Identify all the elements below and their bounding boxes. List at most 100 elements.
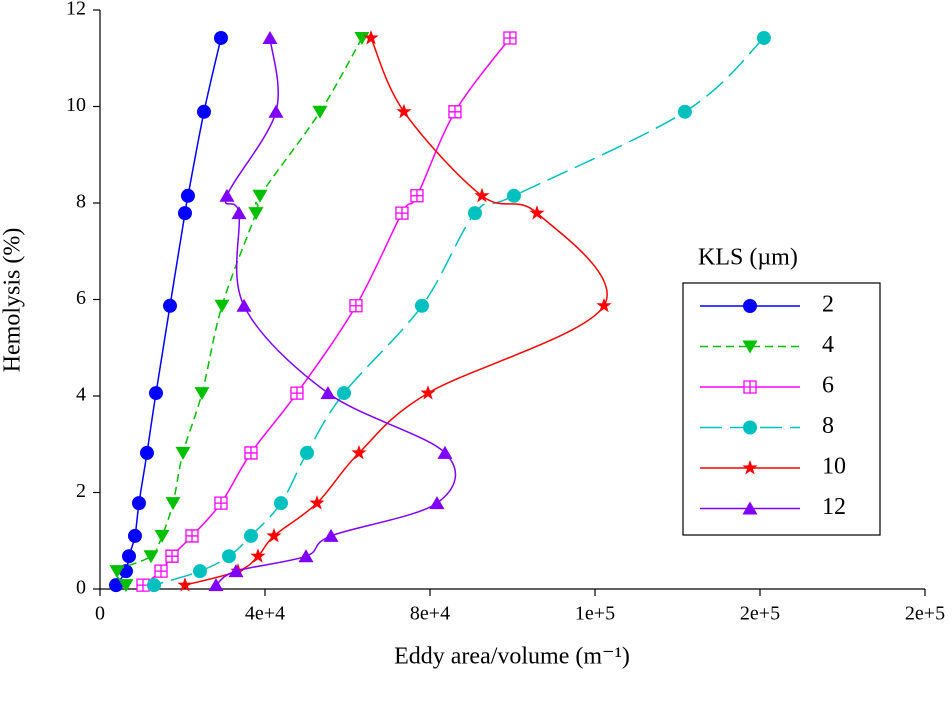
series-line: [142, 37, 511, 586]
data-point: [146, 578, 161, 593]
data-point: [118, 579, 134, 593]
data-point: [244, 446, 258, 460]
data-point: [121, 549, 136, 564]
legend-label: 2: [822, 292, 834, 318]
legend-label: 4: [822, 332, 834, 358]
data-point: [148, 386, 163, 401]
data-point: [268, 104, 284, 118]
data-point: [165, 549, 179, 563]
data-point: [429, 496, 445, 510]
data-point: [448, 105, 462, 119]
legend-marker: [743, 380, 757, 394]
data-point: [248, 207, 264, 221]
data-point: [396, 103, 412, 119]
data-point: [756, 30, 771, 45]
data-point: [273, 496, 288, 511]
data-point: [467, 206, 482, 221]
data-point: [596, 297, 612, 313]
data-point: [180, 188, 195, 203]
data-point: [320, 386, 336, 400]
data-point: [336, 386, 351, 401]
data-point: [228, 564, 244, 578]
data-point: [262, 30, 278, 44]
y-tick-label: 8: [76, 191, 86, 213]
data-point: [312, 105, 328, 119]
data-point: [194, 387, 210, 401]
data-point: [154, 564, 168, 578]
data-point: [127, 528, 142, 543]
legend-marker: [742, 501, 758, 515]
data-point: [351, 444, 367, 460]
data-point: [395, 206, 409, 220]
data-point: [363, 30, 379, 45]
data-point: [165, 497, 181, 511]
data-point: [354, 31, 370, 45]
x-tick-label: 4e+4: [245, 603, 285, 625]
y-tick-label: 12: [66, 0, 86, 20]
data-point: [109, 578, 124, 593]
data-point: [298, 549, 314, 563]
legend-marker: [743, 420, 757, 435]
data-point: [208, 578, 224, 592]
data-point: [196, 104, 211, 119]
data-point: [221, 549, 236, 564]
x-tick-label: 2e+5: [740, 603, 780, 625]
data-point: [503, 31, 517, 45]
legend-box: [682, 282, 881, 536]
legend-label: 10: [822, 454, 846, 480]
data-point: [213, 30, 228, 45]
data-point: [677, 104, 692, 119]
data-point: [323, 528, 339, 542]
legend-label: 12: [822, 494, 846, 520]
data-point: [177, 577, 193, 592]
y-tick-label: 6: [76, 287, 86, 309]
data-point: [192, 564, 207, 579]
data-point: [529, 205, 545, 220]
data-point: [109, 565, 125, 579]
data-point: [139, 445, 154, 460]
x-tick-label: 1e+5: [575, 603, 615, 625]
legend-title: KLS (µm): [698, 245, 798, 271]
data-point: [243, 528, 258, 543]
data-point: [506, 188, 521, 203]
data-point: [236, 298, 252, 312]
data-point: [185, 529, 199, 543]
data-point: [299, 445, 314, 460]
y-tick-label: 4: [76, 384, 86, 406]
data-point: [410, 189, 424, 203]
legend-marker: [743, 299, 757, 313]
data-point: [231, 206, 247, 220]
data-point: [309, 495, 325, 510]
data-point: [131, 496, 146, 511]
data-point: [175, 446, 191, 460]
legend-label: 8: [822, 413, 834, 439]
data-point: [177, 206, 192, 221]
x-tick-label: 8e+4: [410, 603, 450, 625]
data-point: [414, 298, 429, 313]
data-point: [474, 187, 490, 203]
data-point: [163, 298, 178, 313]
legend-marker: [742, 340, 758, 354]
x-axis-label: Eddy area/volume (m⁻¹): [394, 644, 630, 670]
data-point: [214, 299, 230, 313]
data-point: [154, 529, 170, 543]
y-tick-label: 0: [76, 577, 86, 599]
data-point: [420, 385, 436, 400]
data-point: [143, 550, 159, 564]
data-point: [250, 548, 266, 563]
data-point: [252, 189, 268, 203]
data-point: [266, 527, 282, 543]
data-point: [437, 445, 453, 459]
y-tick-label: 10: [66, 94, 86, 116]
x-tick-label: 2e+5: [905, 603, 945, 625]
data-point: [219, 188, 235, 202]
legend-label: 6: [822, 373, 834, 399]
data-point: [214, 496, 228, 510]
legend-marker: [742, 460, 758, 475]
data-point: [136, 578, 150, 592]
x-tick-label: 0: [95, 603, 105, 625]
data-point: [349, 299, 363, 313]
y-tick-label: 2: [76, 480, 86, 502]
y-axis-label: Hemolysis (%): [0, 228, 26, 373]
